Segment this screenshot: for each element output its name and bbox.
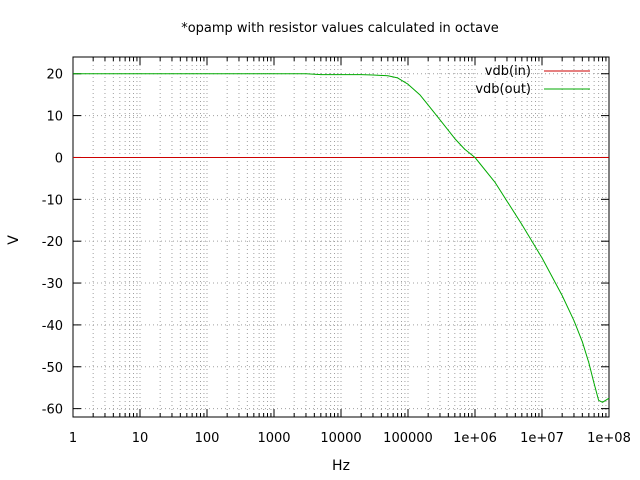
- x-tick-label: 100000: [383, 431, 433, 446]
- series-lines: [73, 73, 610, 403]
- ticks: 1 10 100 1000 10000 100000 1e+06 1e+07 1e+082010…: [42, 57, 631, 446]
- chart-title: *opamp with resistor values calculated i…: [181, 21, 499, 36]
- x-tick-label: 1e+08: [587, 431, 631, 446]
- x-tick-label: 1: [69, 431, 77, 446]
- y-tick-label: -10: [42, 193, 63, 208]
- y-tick-label: 0: [55, 151, 63, 166]
- x-tick-label: 1e+06: [453, 431, 497, 446]
- x-tick-label: 10000: [320, 431, 361, 446]
- y-tick-label: -40: [42, 319, 63, 334]
- grid: [72, 57, 610, 417]
- x-tick-label: 1000: [257, 431, 290, 446]
- y-tick-label: 10: [46, 110, 63, 125]
- legend-label-vdb-out: vdb(out): [475, 82, 531, 97]
- legend-label-vdb-in: vdb(in): [485, 64, 531, 79]
- y-tick-label: -30: [42, 277, 63, 292]
- x-axis-label: Hz: [332, 458, 350, 474]
- y-tick-label: -50: [42, 361, 63, 376]
- x-tick-label: 1e+07: [520, 431, 564, 446]
- y-axis-label: V: [6, 235, 22, 245]
- y-tick-label: -20: [42, 235, 63, 250]
- x-tick-label: 10: [132, 431, 149, 446]
- y-tick-label: 20: [46, 68, 63, 83]
- x-tick-label: 100: [195, 431, 220, 446]
- series-line-vdb-out: [73, 73, 610, 403]
- legend: vdb(in) vdb(out): [475, 64, 590, 97]
- y-tick-label: -60: [42, 403, 63, 418]
